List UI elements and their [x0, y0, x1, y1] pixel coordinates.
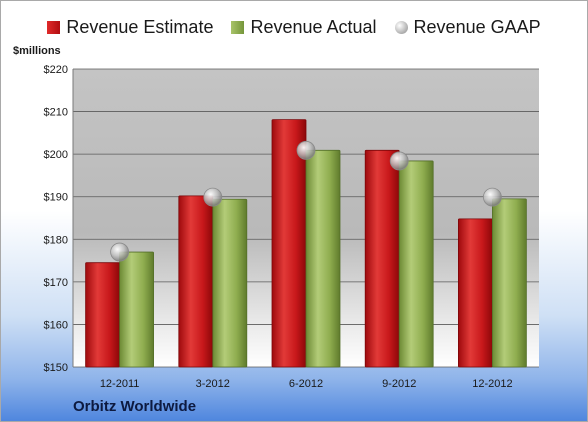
x-tick-label: 3-2012 — [196, 378, 230, 390]
legend-item-estimate: Revenue Estimate — [47, 17, 213, 38]
x-tick-label: 12-2011 — [100, 378, 140, 390]
bar-revenue-actual — [212, 198, 248, 368]
bar-revenue-actual — [398, 160, 434, 368]
x-tick-label: 9-2012 — [382, 378, 416, 390]
legend-swatch-estimate — [47, 21, 61, 34]
y-tick-label: $180 — [44, 234, 68, 246]
y-tick-label: $220 — [44, 64, 68, 76]
y-tick-label: $200 — [44, 149, 68, 161]
bar-revenue-actual — [119, 251, 154, 368]
y-tick-label: $170 — [44, 277, 68, 289]
marker-revenue-gaap — [296, 140, 316, 160]
bar-revenue-actual — [305, 149, 341, 368]
legend-swatch-gaap — [394, 21, 408, 34]
bar-revenue-estimate — [85, 262, 120, 368]
legend: Revenue Estimate Revenue Actual Revenue … — [1, 17, 587, 38]
legend-item-actual: Revenue Actual — [231, 17, 377, 38]
y-tick-label: $160 — [44, 319, 68, 331]
company-name: Orbitz Worldwide — [73, 398, 197, 415]
marker-revenue-gaap — [482, 187, 502, 207]
y-unit-label: $millions — [13, 45, 61, 57]
legend-item-gaap: Revenue GAAP — [394, 17, 541, 38]
legend-label-gaap: Revenue GAAP — [413, 17, 541, 37]
bar-revenue-estimate — [457, 218, 493, 368]
x-tick-label: 12-2012 — [472, 378, 512, 390]
bar-revenue-actual — [491, 198, 527, 368]
marker-revenue-gaap — [203, 187, 223, 207]
legend-label-estimate: Revenue Estimate — [66, 17, 214, 37]
legend-label-actual: Revenue Actual — [250, 17, 377, 37]
marker-revenue-gaap — [110, 242, 129, 262]
y-tick-label: $190 — [44, 192, 68, 204]
legend-swatch-actual — [231, 21, 245, 34]
marker-revenue-gaap — [389, 151, 409, 171]
y-tick-label: $150 — [44, 362, 68, 374]
bar-revenue-estimate — [364, 149, 400, 368]
y-tick-label: $210 — [44, 107, 68, 119]
bar-revenue-estimate — [178, 195, 214, 368]
x-tick-label: 6-2012 — [289, 378, 323, 390]
